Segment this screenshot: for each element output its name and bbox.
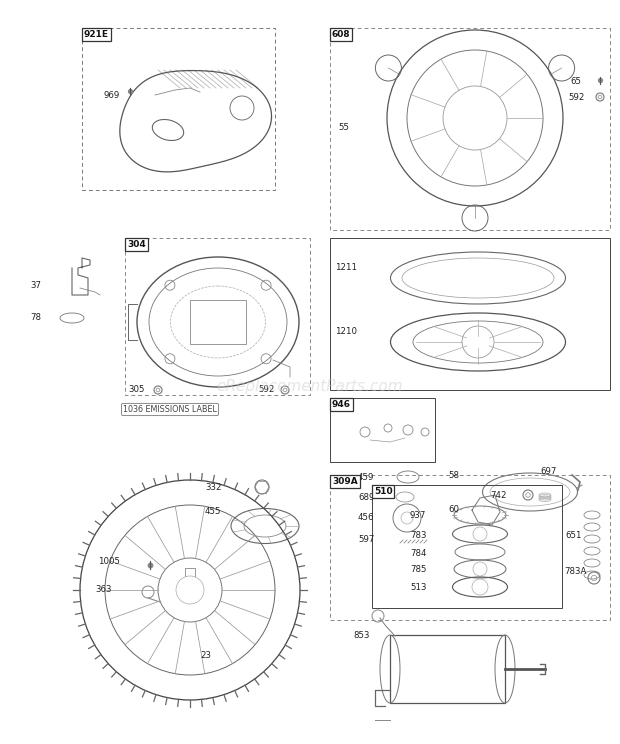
Text: 651: 651 — [565, 530, 582, 539]
Text: 305: 305 — [128, 385, 144, 394]
Text: 58: 58 — [448, 470, 459, 479]
Text: 456: 456 — [358, 513, 374, 522]
Text: 969: 969 — [103, 91, 119, 100]
Text: 37: 37 — [30, 280, 41, 289]
Text: 78: 78 — [30, 313, 41, 322]
Text: 510: 510 — [374, 487, 392, 496]
Text: 363: 363 — [95, 586, 112, 594]
Text: 784: 784 — [410, 548, 427, 557]
Text: 597: 597 — [358, 536, 374, 545]
Text: 946: 946 — [332, 400, 351, 409]
Text: 937: 937 — [410, 512, 427, 521]
Text: 513: 513 — [410, 583, 427, 592]
Text: 1211: 1211 — [335, 263, 357, 272]
Text: 60: 60 — [448, 505, 459, 515]
Text: 608: 608 — [332, 30, 351, 39]
Text: 742: 742 — [490, 490, 507, 499]
Text: 592: 592 — [568, 94, 585, 103]
Text: 332: 332 — [205, 484, 221, 493]
Text: 455: 455 — [205, 507, 221, 516]
Text: 853: 853 — [353, 630, 370, 640]
Bar — [190, 300, 246, 344]
Text: 304: 304 — [127, 240, 146, 249]
Text: 1005: 1005 — [98, 557, 120, 566]
Text: 689: 689 — [358, 493, 374, 502]
Text: 23: 23 — [200, 650, 211, 659]
Text: 309A: 309A — [332, 477, 358, 486]
Text: 592: 592 — [258, 385, 275, 394]
Text: eReplacementParts.com: eReplacementParts.com — [216, 379, 404, 394]
Text: 785: 785 — [410, 565, 427, 574]
Text: 55: 55 — [338, 124, 349, 132]
Bar — [390, 635, 505, 703]
Text: 697: 697 — [540, 467, 556, 476]
Text: 1210: 1210 — [335, 327, 357, 336]
Text: 65: 65 — [570, 77, 581, 86]
Text: 921E: 921E — [84, 30, 109, 39]
Text: 783A: 783A — [564, 568, 587, 577]
Text: 1036 EMISSIONS LABEL: 1036 EMISSIONS LABEL — [123, 405, 217, 414]
Text: 459: 459 — [358, 473, 374, 483]
Text: 783: 783 — [410, 530, 427, 539]
